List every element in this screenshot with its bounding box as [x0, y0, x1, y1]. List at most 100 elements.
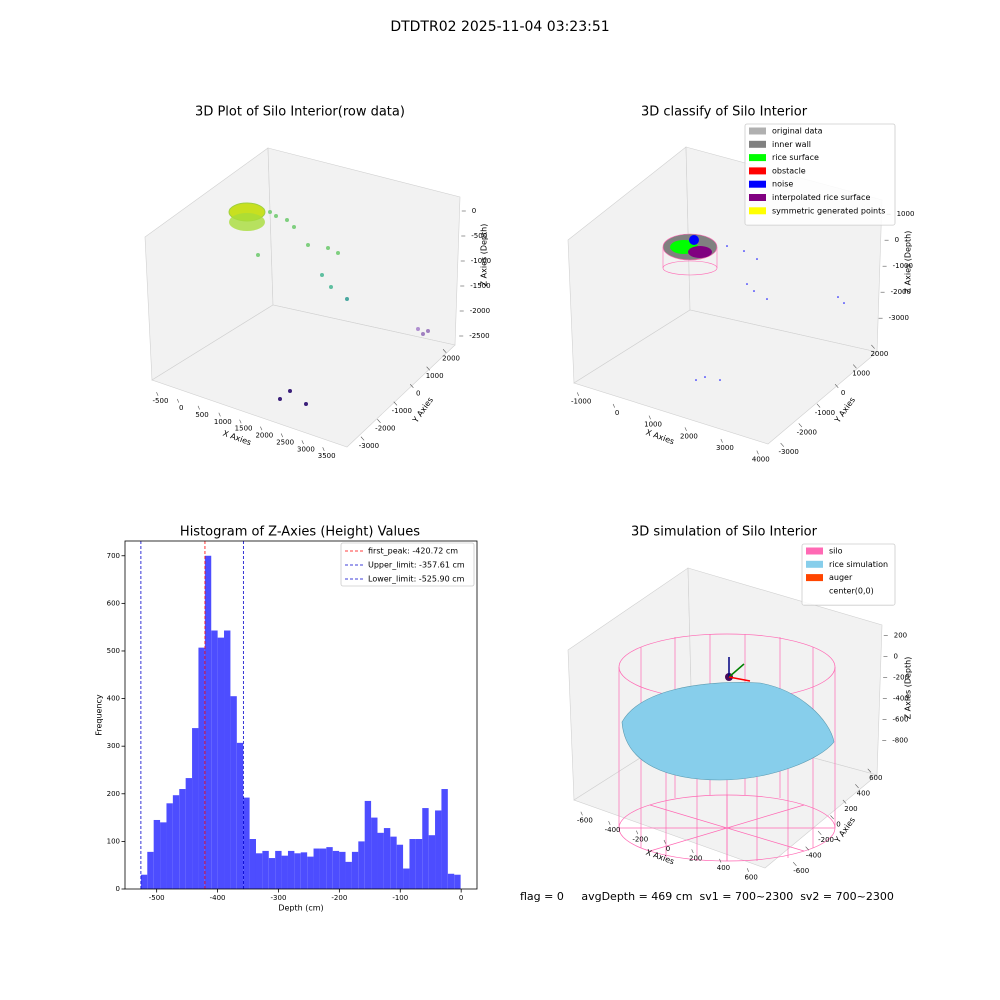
y-tick: [377, 419, 381, 424]
points: [256, 210, 430, 406]
pane: [573, 309, 878, 445]
legend-label: auger: [829, 573, 853, 582]
x-axis-label: Depth (cm): [278, 904, 323, 913]
bar: [268, 858, 276, 889]
y-tick-label: -600: [793, 867, 809, 875]
bar: [319, 848, 327, 889]
bar: [454, 874, 461, 889]
bar: [313, 848, 320, 889]
x-tick-label: 1500: [235, 425, 253, 433]
y-tick: [442, 349, 447, 354]
y-tick-label: -200: [818, 836, 834, 844]
y-tick-label: 1000: [426, 372, 444, 380]
legend-swatch: [749, 207, 766, 215]
y-tick: [805, 846, 810, 851]
bar: [192, 728, 199, 889]
x-tick: [580, 811, 583, 816]
x-tick: [176, 398, 180, 403]
bar: [224, 630, 231, 889]
y-tick-label: 1000: [852, 370, 870, 378]
bar: [262, 850, 269, 889]
x-tick-label: 0: [615, 409, 619, 417]
legend-swatch: [806, 560, 823, 568]
z-tick-label: -2000: [470, 307, 490, 315]
legend-label: noise: [772, 180, 793, 189]
legend-label: rice simulation: [829, 560, 888, 569]
y-tick-label: 700: [107, 552, 120, 560]
x-tick: [322, 447, 325, 451]
x-tick: [663, 839, 666, 844]
y-tick-label: 600: [869, 774, 882, 782]
y-tick: [780, 442, 785, 447]
z-tick-label: -400: [893, 694, 909, 702]
chart-title: Histogram of Z-Axies (Height) Values: [180, 525, 420, 540]
x-tick: [648, 415, 651, 420]
legend-swatch: [806, 574, 823, 582]
y-tick-label: -2000: [375, 424, 395, 432]
y-tick: [426, 366, 431, 371]
bar: [287, 850, 295, 889]
z-tick-label: 200: [894, 632, 907, 640]
y-tick-label: 0: [841, 389, 845, 397]
auger-axis: [728, 676, 751, 682]
axes-frame: [124, 540, 478, 890]
figure-title: DTDTR02 2025-11-04 03:23:51: [390, 19, 609, 35]
y-tick-label: -3000: [359, 442, 379, 450]
bar: [275, 850, 282, 889]
chart-title: 3D Plot of Silo Interior(row data): [195, 105, 405, 120]
z-tick-label: -500: [471, 232, 487, 240]
x-tick: [691, 849, 694, 854]
y-tick-label: 300: [107, 742, 120, 750]
y-tick: [834, 383, 839, 388]
z-tick-label: 0: [472, 207, 476, 215]
y-tick: [842, 799, 847, 804]
x-tick-label: -1000: [571, 397, 591, 405]
x-tick-label: -500: [149, 894, 165, 902]
x-tick: [612, 403, 615, 408]
y-tick-label: 0: [416, 389, 420, 397]
y-tick: [798, 423, 803, 428]
bar: [300, 852, 308, 889]
z-tick-label: 1000: [897, 210, 915, 218]
footer: flag = 0 avgDepth = 469 cm sv1 = 700~230…: [520, 890, 894, 903]
bar: [396, 844, 404, 889]
bar: [147, 851, 154, 889]
x-tick: [608, 821, 611, 825]
legend-label: original data: [772, 127, 823, 136]
y-tick: [867, 768, 872, 773]
y-tick-label: -1000: [392, 407, 412, 415]
y-axis-label: Frequency: [95, 694, 104, 736]
legend-label: silo: [829, 547, 843, 556]
z-tick-label: -1500: [470, 282, 490, 290]
bar: [390, 836, 397, 889]
bar: [255, 853, 263, 889]
x-tick-label: 2500: [276, 438, 294, 446]
bar: [428, 835, 436, 889]
bar: [217, 637, 225, 889]
x-tick: [260, 426, 263, 431]
x-tick-label: 600: [744, 873, 757, 881]
x-tick-label: 500: [195, 411, 208, 419]
y-tick: [393, 401, 398, 406]
legend-box: [744, 123, 896, 226]
y-tick-label: -2000: [797, 428, 817, 436]
x-tick-label: -200: [632, 836, 648, 844]
interp-surface: [688, 246, 712, 258]
y-tick: [409, 384, 414, 389]
x-tick: [756, 450, 759, 455]
bar: [153, 819, 161, 889]
bar: [326, 847, 333, 889]
x-tick-label: -200: [331, 894, 347, 902]
z-tick-label: -2000: [891, 288, 911, 296]
legend-swatch: [806, 547, 823, 555]
legend-label: first_peak: -420.72 cm: [368, 547, 458, 556]
bar: [204, 555, 212, 889]
chart-title: 3D simulation of Silo Interior: [631, 525, 818, 540]
bar: [185, 778, 193, 889]
bar: [409, 839, 416, 889]
y-tick-label: 100: [107, 837, 120, 845]
legend-label: inner wall: [772, 140, 811, 149]
x-tick-label: 3500: [318, 452, 336, 460]
x-tick: [280, 433, 284, 438]
